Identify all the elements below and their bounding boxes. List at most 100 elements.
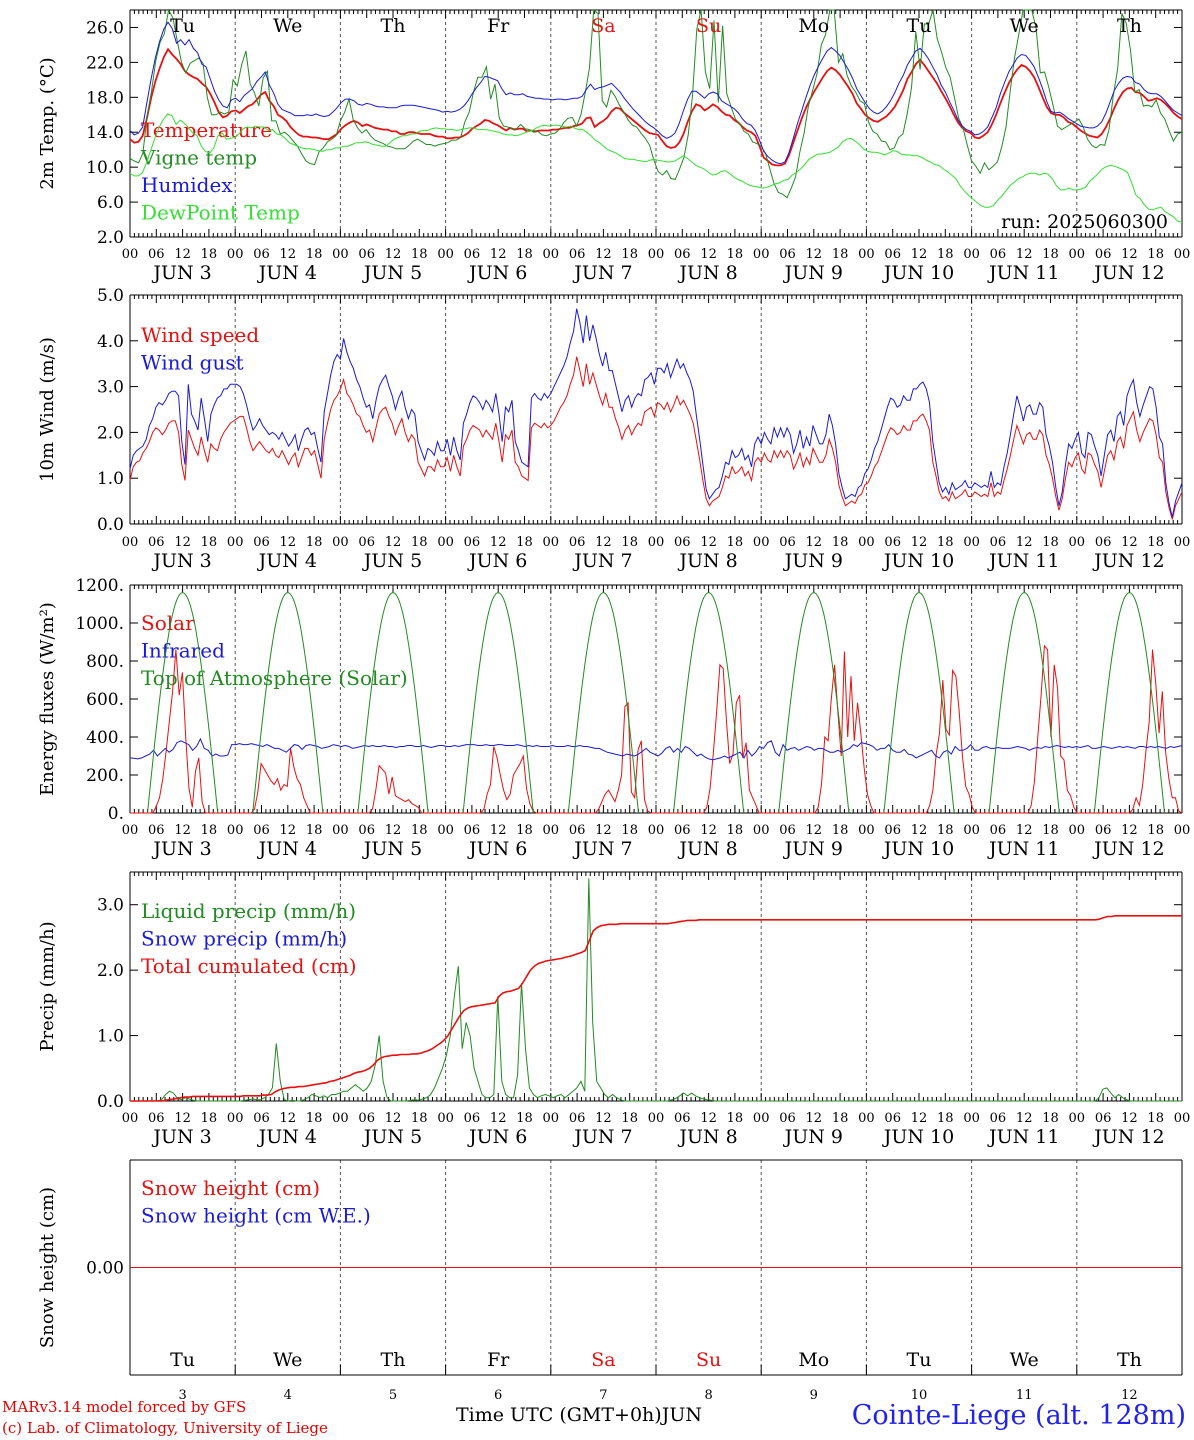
x-hour-label: 18 xyxy=(727,535,744,550)
x-date-label: JUN 7 xyxy=(572,262,632,284)
y-tick-label: 26.0 xyxy=(86,18,124,38)
x-hour-label: 18 xyxy=(411,535,428,550)
y-tick-label: 1000. xyxy=(75,614,124,634)
day-abbr-label: We xyxy=(1010,1349,1039,1371)
y-tick-label: 1.0 xyxy=(97,469,124,489)
x-hour-label: 12 xyxy=(1016,1111,1033,1126)
x-hour-label: 12 xyxy=(911,1111,928,1126)
y-tick-label: 6.0 xyxy=(97,193,124,213)
x-hour-label: 00 xyxy=(543,1111,560,1126)
x-date-label: JUN 7 xyxy=(572,1126,632,1148)
x-hour-label: 18 xyxy=(201,1111,218,1126)
day-number-label: 9 xyxy=(810,1388,818,1403)
x-date-label: JUN 12 xyxy=(1092,838,1164,860)
y-tick-label: 1200. xyxy=(75,576,124,596)
x-hour-label: 12 xyxy=(1121,823,1138,838)
x-date-label: JUN 12 xyxy=(1092,1126,1164,1148)
x-hour-label: 00 xyxy=(963,823,980,838)
x-date-label: JUN 3 xyxy=(151,838,211,860)
x-hour-label: 06 xyxy=(674,1111,691,1126)
day-abbr-label: We xyxy=(273,1349,302,1371)
x-hour-label: 12 xyxy=(806,1111,823,1126)
x-hour-label: 18 xyxy=(1042,535,1059,550)
day-number-label: 4 xyxy=(284,1388,292,1403)
x-hour-label: 12 xyxy=(174,247,191,262)
x-hour-label: 00 xyxy=(437,535,454,550)
x-date-label: JUN 6 xyxy=(467,1126,527,1148)
x-hour-label: 06 xyxy=(1095,535,1112,550)
y-tick-label: 0.0 xyxy=(97,1092,124,1112)
x-hour-label: 00 xyxy=(753,535,770,550)
y-tick-label: 14.0 xyxy=(86,123,124,143)
x-hour-label: 06 xyxy=(464,247,481,262)
x-hour-label: 00 xyxy=(332,823,349,838)
y-tick-label: 10.0 xyxy=(86,158,124,178)
x-date-label: JUN 6 xyxy=(467,838,527,860)
series-dewpoint-temp xyxy=(129,113,1183,223)
x-hour-label: 18 xyxy=(727,823,744,838)
x-hour-label: 12 xyxy=(385,1111,402,1126)
x-hour-label: 00 xyxy=(753,1111,770,1126)
x-hour-label: 06 xyxy=(148,823,165,838)
x-hour-label: 18 xyxy=(201,535,218,550)
series-total-cumulated-cm xyxy=(130,915,1182,1102)
x-hour-label: 00 xyxy=(122,823,139,838)
x-hour-label: 12 xyxy=(385,535,402,550)
x-hour-label: 00 xyxy=(543,247,560,262)
x-hour-label: 06 xyxy=(253,823,270,838)
legend-entry: Total cumulated (cm) xyxy=(141,954,357,978)
x-hour-label: 12 xyxy=(280,1111,297,1126)
x-hour-label: 06 xyxy=(358,247,375,262)
x-hour-label: 00 xyxy=(858,535,875,550)
x-hour-label: 18 xyxy=(1147,1111,1164,1126)
x-hour-label: 18 xyxy=(201,247,218,262)
x-hour-label: 12 xyxy=(490,247,507,262)
x-date-label: JUN 4 xyxy=(257,550,317,572)
x-hour-label: 00 xyxy=(332,247,349,262)
y-axis-label: Snow height (cm) xyxy=(37,1187,58,1348)
x-hour-label: 06 xyxy=(569,535,586,550)
x-hour-label: 12 xyxy=(174,823,191,838)
day-abbr-label: Th xyxy=(381,15,406,37)
legend-entry: Liquid precip (mm/h) xyxy=(141,899,356,923)
x-hour-label: 06 xyxy=(674,823,691,838)
x-hour-label: 06 xyxy=(1095,823,1112,838)
x-hour-label: 06 xyxy=(779,1111,796,1126)
x-hour-label: 06 xyxy=(253,247,270,262)
x-hour-label: 00 xyxy=(963,1111,980,1126)
x-hour-label: 12 xyxy=(700,1111,717,1126)
x-hour-label: 00 xyxy=(1174,535,1191,550)
x-hour-label: 18 xyxy=(621,535,638,550)
x-date-label: JUN 9 xyxy=(783,550,843,572)
x-hour-label: 06 xyxy=(674,247,691,262)
x-hour-label: 06 xyxy=(779,535,796,550)
x-hour-label: 12 xyxy=(700,247,717,262)
legend-entry: Humidex xyxy=(141,173,233,197)
x-hour-label: 18 xyxy=(937,535,954,550)
day-abbr-label: Fr xyxy=(487,1349,510,1371)
x-date-label: JUN 10 xyxy=(882,1126,954,1148)
x-hour-label: 12 xyxy=(806,247,823,262)
x-hour-label: 06 xyxy=(779,823,796,838)
x-hour-label: 12 xyxy=(911,535,928,550)
y-tick-label: 5.0 xyxy=(97,286,124,306)
x-date-label: JUN 12 xyxy=(1092,262,1164,284)
x-date-label: JUN 5 xyxy=(362,262,422,284)
x-date-label: JUN 7 xyxy=(572,838,632,860)
x-hour-label: 12 xyxy=(490,535,507,550)
y-tick-label: 2.0 xyxy=(97,961,124,981)
day-abbr-label: Tu xyxy=(907,15,932,37)
day-abbr-label: Tu xyxy=(907,1349,932,1371)
x-hour-label: 18 xyxy=(621,1111,638,1126)
x-hour-label: 12 xyxy=(700,535,717,550)
y-tick-label: 200. xyxy=(86,766,124,786)
x-hour-label: 18 xyxy=(306,247,323,262)
x-hour-label: 06 xyxy=(674,535,691,550)
y-tick-label: 0.00 xyxy=(86,1259,124,1279)
x-hour-label: 18 xyxy=(306,1111,323,1126)
x-hour-label: 00 xyxy=(858,823,875,838)
x-hour-label: 00 xyxy=(227,535,244,550)
day-number-label: 3 xyxy=(178,1388,186,1403)
x-hour-label: 00 xyxy=(227,247,244,262)
